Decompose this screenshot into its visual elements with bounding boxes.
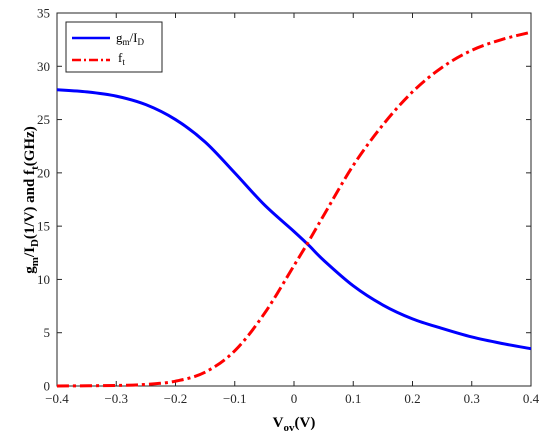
x-tick-label: −0.4: [45, 391, 69, 406]
y-tick-label: 25: [37, 112, 50, 127]
legend-label-gm-id: gm/ID: [116, 30, 144, 47]
y-axis-title-p1: g: [22, 266, 38, 274]
x-tick-label: 0.4: [523, 391, 540, 406]
x-tick-label: 0.2: [404, 391, 420, 406]
y-tick-label: 10: [37, 272, 50, 287]
x-tick-label: −0.2: [164, 391, 188, 406]
y-axis-title-s2: D: [29, 239, 41, 247]
y-axis-title-p4: (GHz): [22, 126, 38, 166]
x-axis-title-rest: (V): [295, 415, 316, 431]
legend-label-ft: ft: [118, 50, 125, 67]
y-axis-title: gm/ID(1/V) and ft(GHz): [22, 126, 41, 273]
x-tick-label: 0.3: [464, 391, 480, 406]
x-tick-label: 0: [291, 391, 298, 406]
y-tick-label: 0: [44, 379, 51, 394]
series-line-gm-id: [56, 88, 532, 351]
legend: gm/ID ft: [65, 21, 163, 73]
legend-box: [65, 21, 163, 73]
x-axis-title-sub: ov: [284, 422, 296, 434]
y-axis-title-s1: m: [29, 257, 41, 266]
x-tick-label: −0.1: [223, 391, 247, 406]
y-tick-label: 35: [37, 6, 50, 21]
y-axis-title-p3: (1/V) and f: [22, 169, 38, 239]
x-tick-label: 0.1: [345, 391, 361, 406]
series-line-ft: [56, 30, 532, 388]
axis-ticks: −0.4 −0.3 −0.2 −0.1 0 0.1 0.2 0.3 0.4 0 5 10 15 20 25 3…: [37, 6, 540, 407]
x-axis-title: Vov(V): [273, 415, 316, 434]
y-tick-label: 15: [37, 219, 50, 234]
plot-area: [56, 12, 532, 387]
x-tick-label: −0.3: [104, 391, 128, 406]
y-tick-label: 20: [37, 165, 50, 180]
y-axis-title-p2: /I: [22, 247, 38, 258]
y-tick-label: 30: [37, 59, 50, 74]
series-lines: [56, 30, 532, 388]
x-axis-title-main: V: [273, 415, 284, 431]
y-tick-label: 5: [44, 325, 51, 340]
y-axis-title-s3: t: [29, 166, 41, 170]
